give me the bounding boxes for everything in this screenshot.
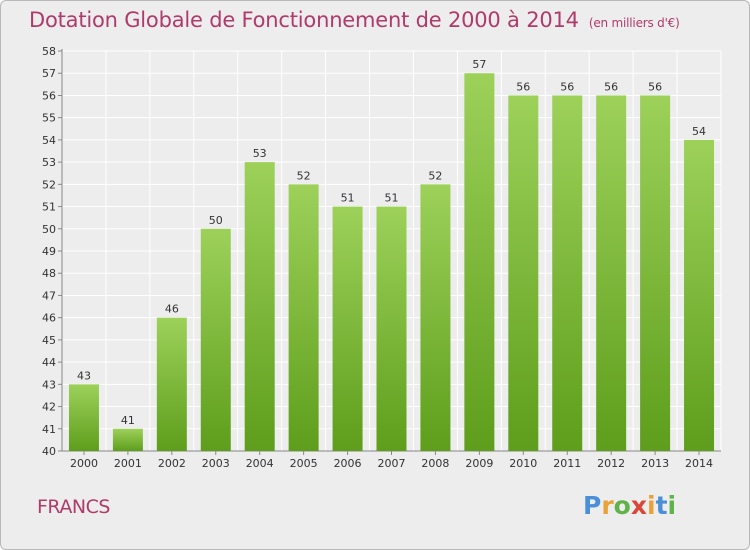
y-tick-label: 46 (42, 312, 56, 325)
data-label-2005: 52 (297, 169, 311, 182)
y-tick-label: 56 (42, 89, 56, 102)
x-tick-label: 2012 (597, 457, 625, 470)
y-tick-label: 41 (42, 423, 56, 436)
bars (68, 73, 715, 452)
data-label-2000: 43 (77, 369, 91, 382)
bar-2003 (200, 228, 231, 451)
bar-2012 (596, 95, 627, 451)
data-label-2008: 52 (428, 169, 442, 182)
data-label-2013: 56 (648, 80, 662, 93)
bar-2005 (288, 184, 319, 452)
x-tick-label: 2007 (378, 457, 406, 470)
data-label-2001: 41 (121, 414, 135, 427)
bar-2002 (156, 317, 187, 451)
bar-2010 (508, 95, 539, 451)
bar-2007 (376, 206, 407, 451)
chart-title: Dotation Globale de Fonctionnement de 20… (29, 8, 680, 32)
x-tick-label: 2014 (685, 457, 713, 470)
proxiti-logo[interactable]: Proxiti (583, 491, 677, 520)
bar-2008 (420, 184, 451, 452)
y-tick-label: 40 (42, 445, 56, 458)
y-tick-label: 44 (42, 356, 56, 369)
y-tick-label: 50 (42, 223, 56, 236)
x-tick-label: 2000 (70, 457, 98, 470)
data-label-2010: 56 (516, 80, 530, 93)
y-tick-label: 49 (42, 245, 56, 258)
y-tick-label: 55 (42, 112, 56, 125)
data-label-2006: 51 (341, 192, 355, 205)
x-tick-label: 2011 (553, 457, 581, 470)
y-tick-label: 57 (42, 67, 56, 80)
bar-2009 (464, 73, 495, 451)
data-label-2003: 50 (209, 214, 223, 227)
data-label-2011: 56 (560, 80, 574, 93)
bar-2001 (112, 428, 143, 451)
y-tick-label: 51 (42, 201, 56, 214)
commune-name: FRANCS (37, 496, 110, 518)
x-tick-label: 2008 (421, 457, 449, 470)
data-label-2007: 51 (385, 192, 399, 205)
y-tick-label: 42 (42, 401, 56, 414)
x-tick-label: 2001 (114, 457, 142, 470)
x-tick-label: 2010 (509, 457, 537, 470)
y-tick-label: 48 (42, 267, 56, 280)
bar-2014 (684, 139, 715, 451)
bar-2000 (68, 384, 99, 451)
data-labels: 43 41 46 50 53 52 51 51 52 57 56 56 56 56 54 (77, 58, 706, 427)
y-tick-label: 53 (42, 156, 56, 169)
y-tick-label: 47 (42, 289, 56, 302)
bar-2013 (640, 95, 671, 451)
data-label-2009: 57 (472, 58, 486, 71)
x-tick-label: 2009 (465, 457, 493, 470)
data-label-2002: 46 (165, 303, 179, 316)
data-label-2004: 53 (253, 147, 267, 160)
x-tick-label: 2005 (290, 457, 318, 470)
x-tick-label: 2002 (158, 457, 186, 470)
bar-2006 (332, 206, 363, 451)
x-tick-label: 2003 (202, 457, 230, 470)
y-tick-label: 52 (42, 178, 56, 191)
x-tick-label: 2013 (641, 457, 669, 470)
data-label-2012: 56 (604, 80, 618, 93)
x-tick-label: 2006 (334, 457, 362, 470)
y-tick-label: 43 (42, 378, 56, 391)
title-text: Dotation Globale de Fonctionnement de 20… (29, 8, 579, 32)
data-label-2014: 54 (692, 125, 706, 138)
y-tick-label: 45 (42, 334, 56, 347)
unit-note: (en milliers d'€) (588, 16, 680, 30)
y-tick-label: 54 (42, 134, 56, 147)
bar-2011 (552, 95, 583, 451)
x-tick-label: 2004 (246, 457, 274, 470)
bar-2004 (244, 162, 275, 451)
y-tick-label: 58 (42, 45, 56, 58)
